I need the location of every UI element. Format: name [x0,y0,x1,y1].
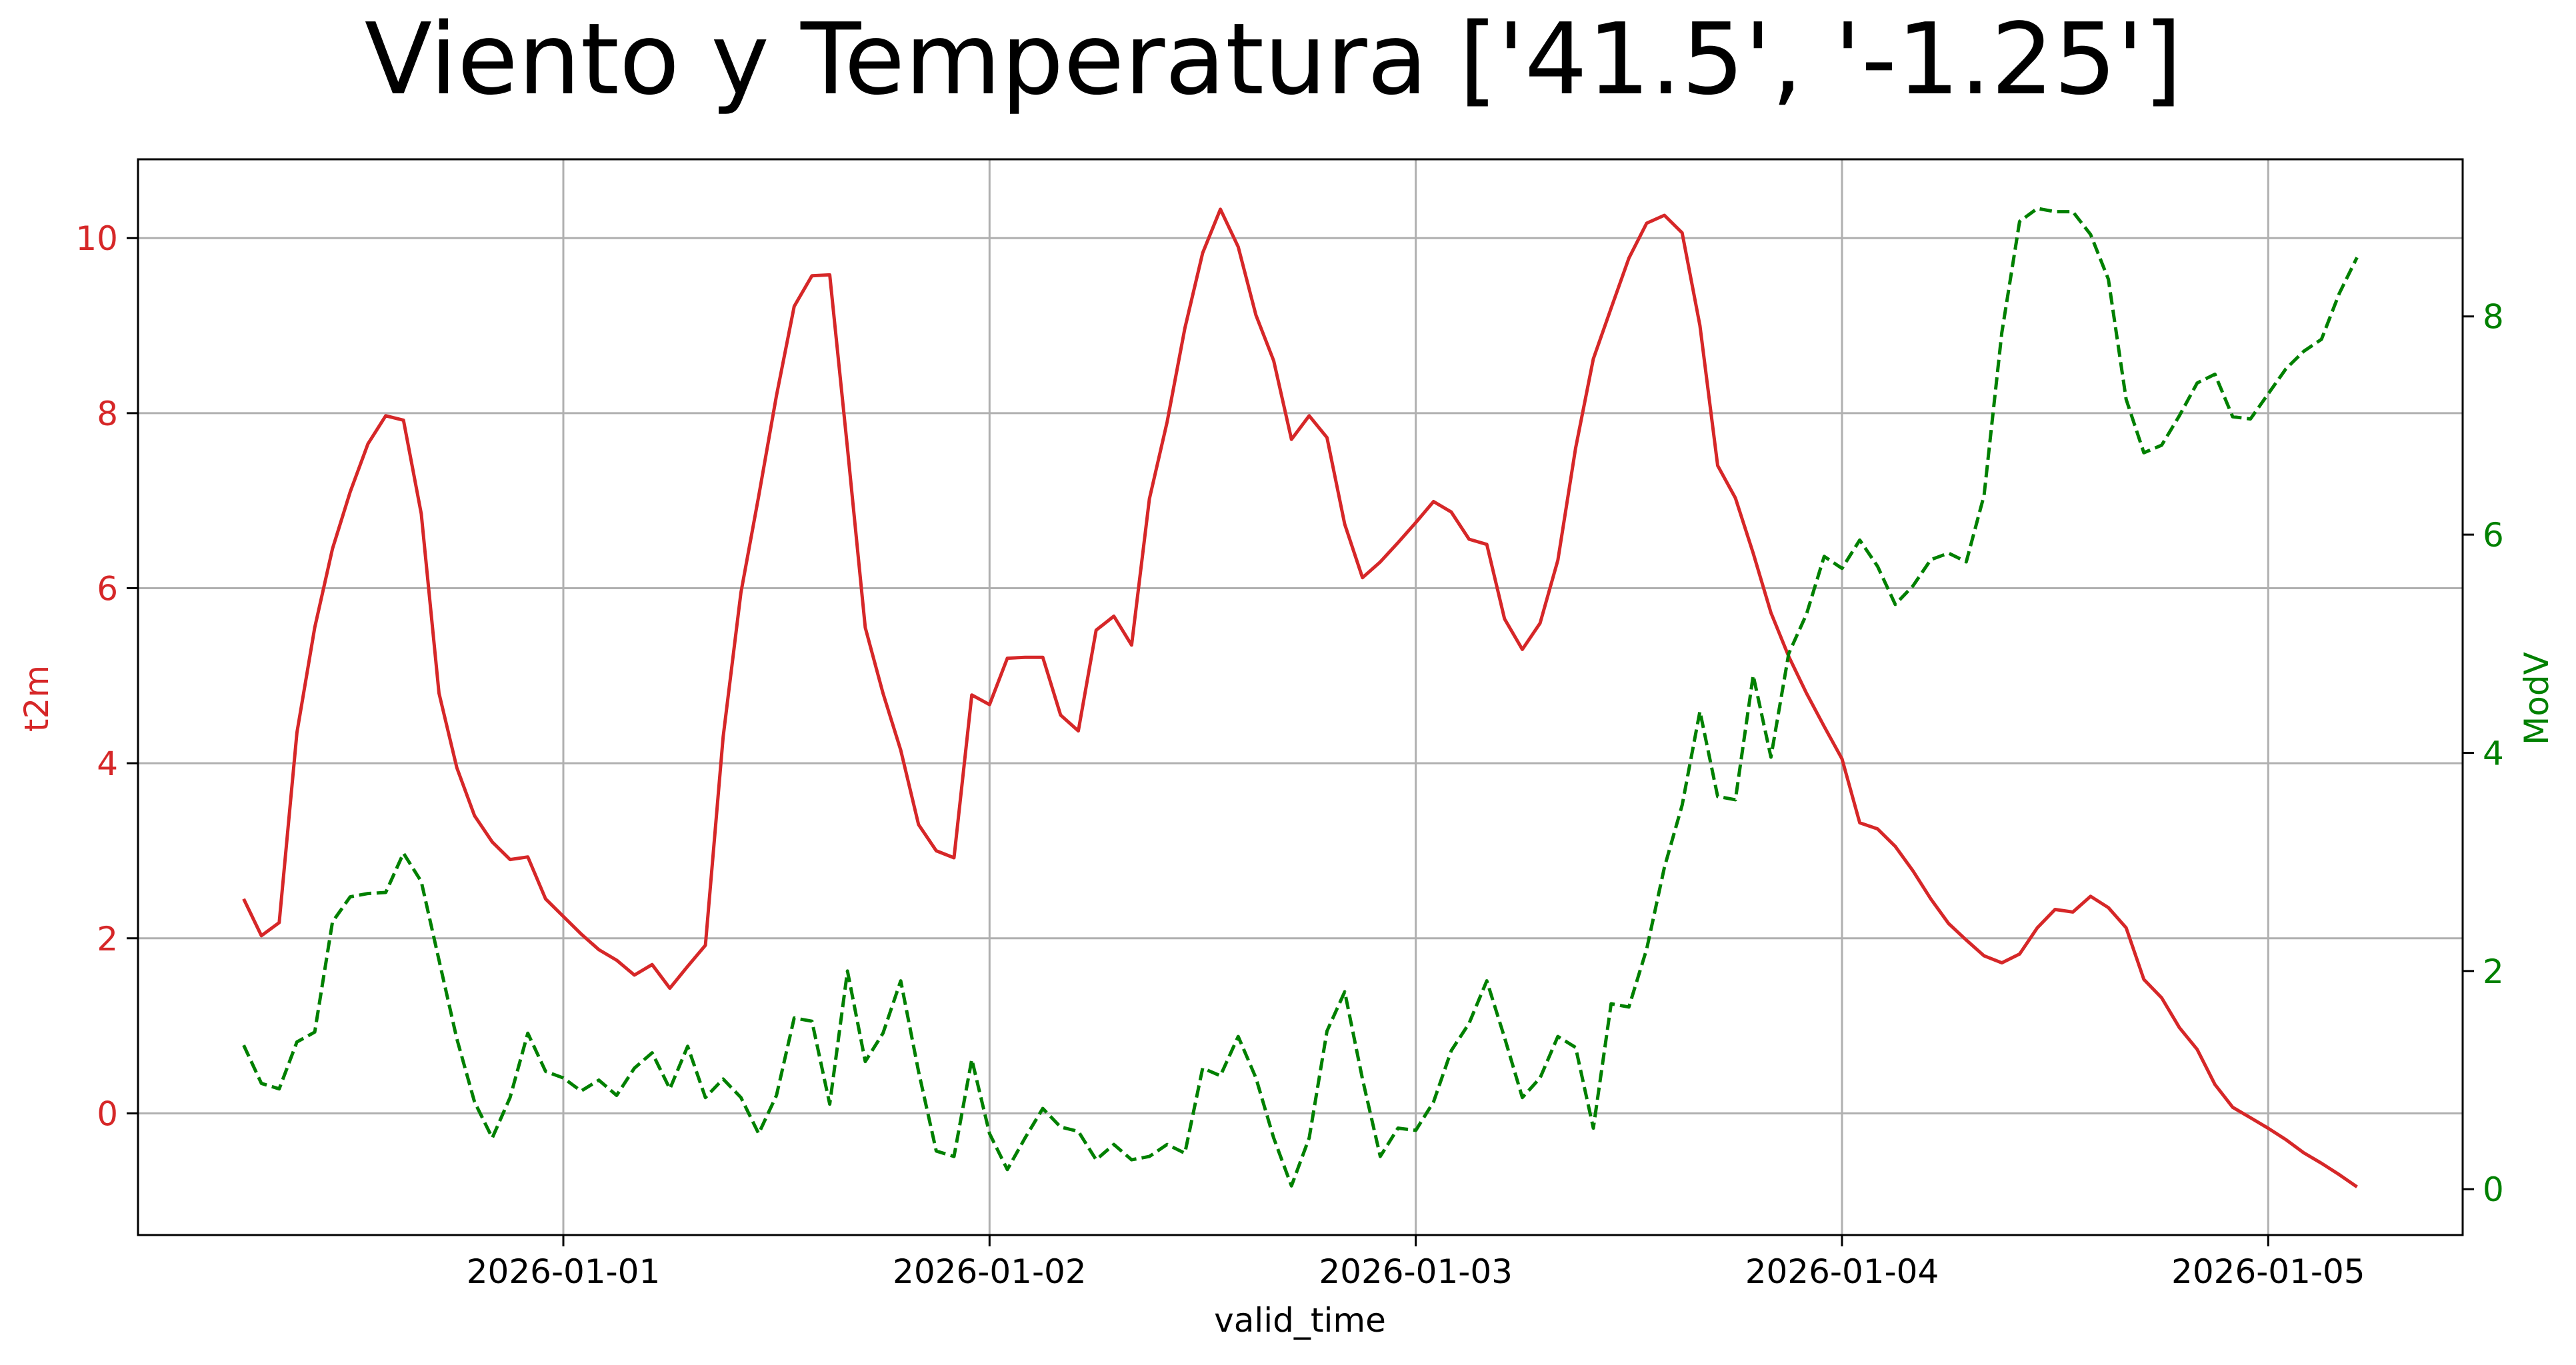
y-axis-right-label: ModV [2517,652,2556,745]
y-tick-label-left: 8 [97,395,118,433]
y-tick-label-right: 8 [2483,298,2504,337]
y-tick-label-right: 6 [2483,516,2504,555]
x-axis: 2026-01-01 2026-01-02 2026-01-03 2026-01-04… [467,1235,2365,1291]
x-tick-label: 2026-01-03 [1319,1252,1513,1291]
y-tick-label-left: 0 [97,1094,118,1133]
x-axis-label: valid_time [1214,1301,1386,1340]
plot-frame [137,158,2464,1236]
series-line-modv [242,207,2359,1188]
x-tick-label: 2026-01-01 [467,1252,661,1291]
x-tick-label: 2026-01-02 [893,1252,1087,1291]
y-tick-label-left: 2 [97,920,118,958]
y-axis-left: 0 2 4 6 8 10 [75,219,138,1133]
x-tick-label: 2026-01-05 [2171,1252,2365,1291]
y-axis-right: 0 2 4 6 8 [2463,298,2504,1209]
y-tick-label-left: 4 [97,744,118,783]
y-tick-label-right: 2 [2483,952,2504,991]
series-line-t2m [242,207,2358,1188]
chart-title: Viento y Temperatura ['41.5', '-1.25'] [365,2,2182,117]
series-layer [242,207,2359,1188]
x-tick-label: 2026-01-04 [1745,1252,1939,1291]
y-tick-label-right: 4 [2483,734,2504,772]
y-tick-label-left: 10 [75,219,118,258]
grid [138,159,2463,1235]
y-tick-label-right: 0 [2483,1170,2504,1209]
y-axis-left-label: t2m [17,665,56,732]
y-tick-label-left: 6 [97,569,118,608]
